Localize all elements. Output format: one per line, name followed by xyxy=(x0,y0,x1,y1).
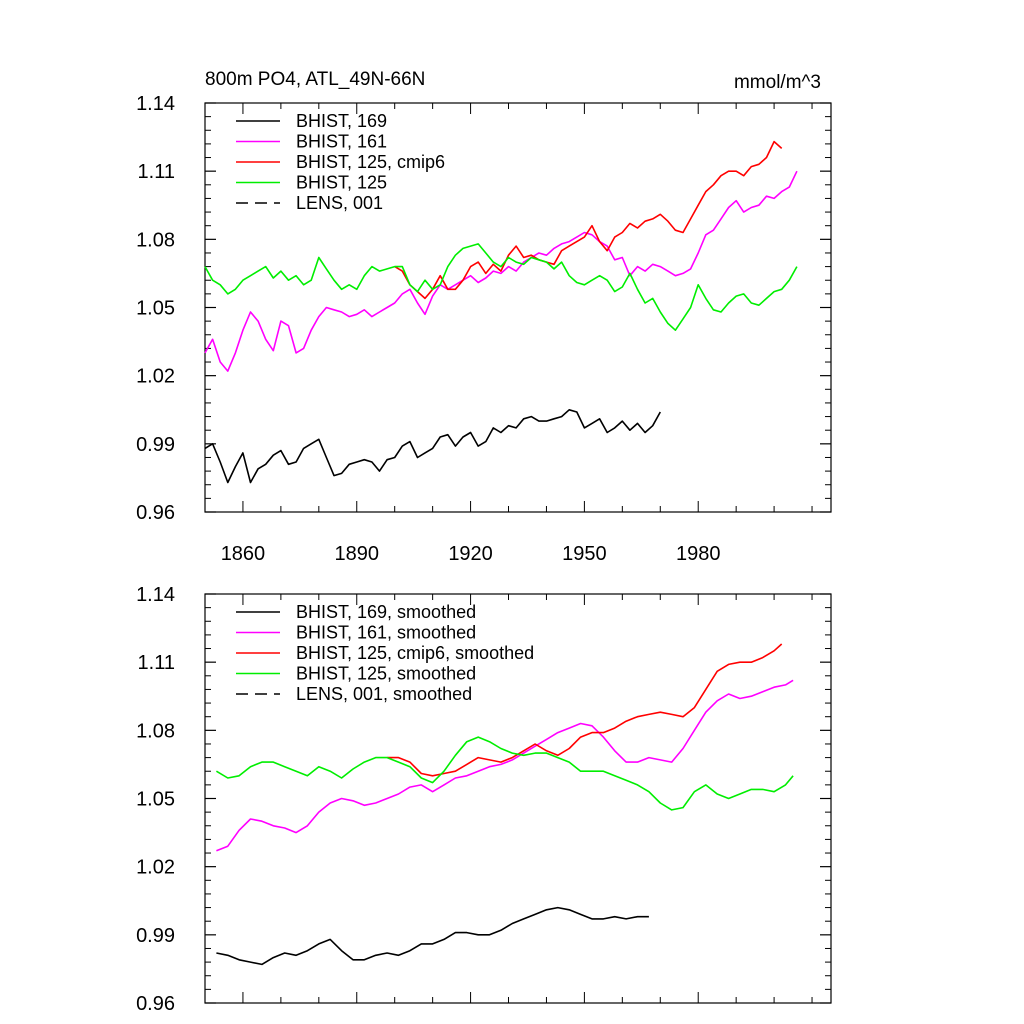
x-tick-label: 1890 xyxy=(335,543,380,565)
y-tick-label: 0.99 xyxy=(136,925,175,947)
legend-label: BHIST, 169 xyxy=(296,111,387,131)
legend-label: LENS, 001, smoothed xyxy=(296,684,472,704)
series-line-bhist-125-cmip6-smoothed xyxy=(387,643,783,777)
y-tick-label: 1.05 xyxy=(136,789,175,811)
legend-label: BHIST, 125 xyxy=(296,173,387,193)
y-tick-label: 1.08 xyxy=(136,229,175,251)
units-label: mmol/m^3 xyxy=(734,72,821,93)
x-tick-label: 1920 xyxy=(448,543,493,565)
series-line-bhist-161 xyxy=(204,170,798,372)
y-tick-label: 1.05 xyxy=(136,298,175,320)
bottom-chart-panel: 0.96 0.99 1.02 1.05 1.08 1.11 1.14 BHIST, 169, … xyxy=(136,584,832,1015)
series-line-bhist-169 xyxy=(204,408,661,484)
y-tick-label: 1.14 xyxy=(136,584,175,606)
y-tick-label: 1.08 xyxy=(136,720,175,742)
y-tick-label: 1.11 xyxy=(138,652,175,674)
series-line-bhist-125 xyxy=(204,243,798,332)
y-tick-label: 0.99 xyxy=(136,434,175,456)
legend-label: BHIST, 125, smoothed xyxy=(296,664,476,684)
y-tick-label: 1.14 xyxy=(136,93,175,115)
y-tick-label: 1.11 xyxy=(138,161,175,183)
chart-title: 800m PO4, ATL_49N-66N xyxy=(205,69,425,90)
legend-label: BHIST, 169, smoothed xyxy=(296,602,476,622)
y-tick-label: 1.02 xyxy=(136,366,175,388)
top-chart-panel: 800m PO4, ATL_49N-66N mmol/m^3 0.96 0.99 1… xyxy=(136,69,832,565)
series-line-bhist-125-cmip6 xyxy=(394,140,783,300)
x-tick-label: 1950 xyxy=(562,543,607,565)
x-tick-label: 1860 xyxy=(221,543,266,565)
y-tick-label: 1.02 xyxy=(136,857,175,879)
y-tick-label: 0.96 xyxy=(136,502,175,524)
legend-label: BHIST, 125, cmip6, smoothed xyxy=(296,643,534,663)
legend-label: BHIST, 125, cmip6 xyxy=(296,152,445,172)
legend-label: BHIST, 161 xyxy=(296,132,387,152)
series-line-bhist-161-smoothed xyxy=(216,679,794,852)
x-tick-label: 1980 xyxy=(676,543,721,565)
series-line-bhist-169-smoothed xyxy=(216,906,649,966)
y-tick-label: 0.96 xyxy=(136,993,175,1015)
legend-label: BHIST, 161, smoothed xyxy=(296,623,476,643)
legend-label: LENS, 001 xyxy=(296,193,383,213)
series-line-bhist-125-smoothed xyxy=(215,736,794,811)
